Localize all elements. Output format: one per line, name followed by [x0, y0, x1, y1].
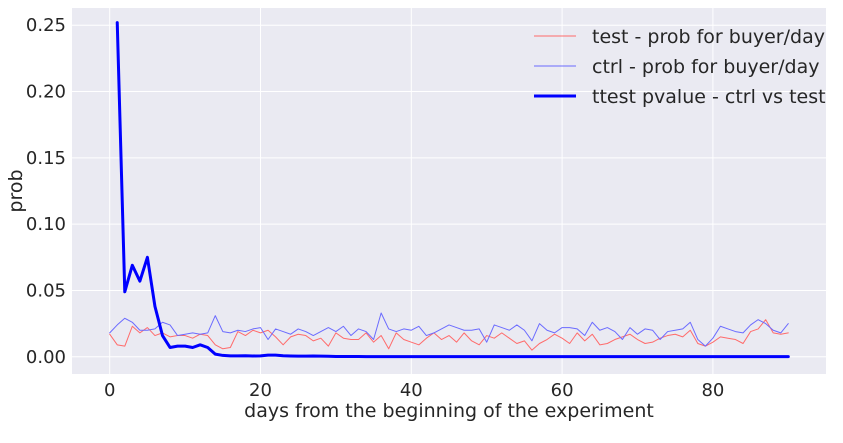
series-layer [109, 21, 790, 359]
series-line-3 [115, 21, 790, 359]
x-tick-label: 40 [400, 380, 423, 401]
plot-area [72, 8, 826, 374]
series-line-1 [109, 319, 789, 351]
grid-lines [72, 8, 826, 374]
x-tick-label: 0 [104, 380, 115, 401]
y-tick-label: 0.25 [26, 15, 66, 36]
x-tick-label: 60 [551, 380, 574, 401]
legend-label-1: test - prob for buyer/day [592, 26, 825, 48]
y-tick-label: 0.15 [26, 148, 66, 169]
legend-label-3: ttest pvalue - ctrl vs test [592, 86, 826, 108]
legend-label-2: ctrl - prob for buyer/day [592, 56, 819, 78]
series-line-2 [109, 312, 789, 347]
x-tick-label: 20 [249, 380, 272, 401]
y-tick-label: 0.00 [26, 347, 66, 368]
legend: test - prob for buyer/day ctrl - prob for… [534, 26, 826, 108]
x-axis-label: days from the beginning of the experimen… [244, 400, 654, 422]
y-tick-label: 0.20 [26, 82, 66, 103]
y-axis-label: prob [5, 169, 27, 212]
tick-labels: 0 20 40 60 80 0.00 0.05 0.10 0.15 0.20 0.25 [26, 15, 724, 401]
y-tick-label: 0.10 [26, 214, 66, 235]
x-tick-label: 80 [701, 380, 724, 401]
y-tick-label: 0.05 [26, 280, 66, 301]
